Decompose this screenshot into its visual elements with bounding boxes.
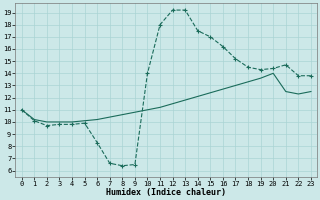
X-axis label: Humidex (Indice chaleur): Humidex (Indice chaleur) [106,188,226,197]
